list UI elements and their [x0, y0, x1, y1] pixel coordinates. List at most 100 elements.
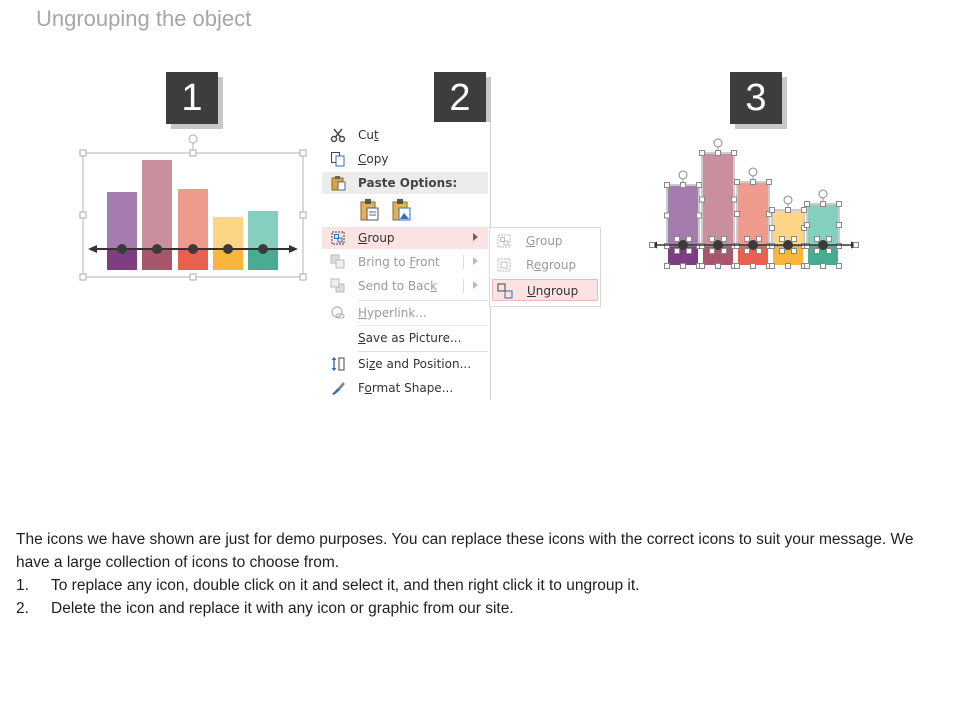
menu-item-cut[interactable]: Cut: [322, 124, 488, 146]
resize-handle: [769, 207, 775, 213]
dot-resize-handle: [791, 248, 797, 254]
rotate-handle: [818, 189, 828, 199]
bar-teal: [248, 211, 278, 270]
menu-item-hyperlink[interactable]: Hyperlink...: [322, 302, 488, 324]
resize-handle: [804, 201, 810, 207]
submenu-item-ungroup-label: Ungroup: [527, 284, 579, 298]
dot-resize-handle: [686, 236, 692, 242]
rotate-handle: [783, 195, 793, 205]
resize-handle: [785, 263, 791, 269]
resize-handle: [734, 243, 740, 249]
resize-handle: [801, 207, 807, 213]
group-submenu: Group Regroup Ungroup: [489, 227, 601, 307]
dot-resize-handle: [756, 248, 762, 254]
step-number-3: 3: [730, 72, 782, 124]
description-intro: The icons we have shown are just for dem…: [16, 531, 914, 571]
menu-item-send-to-back[interactable]: Send to Back: [322, 275, 488, 297]
resize-handles[interactable]: [79, 149, 307, 281]
ungrouped-bar-graphic[interactable]: [0, 0, 960, 300]
line-end-handle: [649, 242, 655, 248]
resize-handle: [804, 222, 810, 228]
resize-handle: [820, 201, 826, 207]
resize-handle: [750, 263, 756, 269]
list-item-number: 2.: [16, 600, 29, 617]
menu-item-size-and-position[interactable]: Size and Position...: [322, 353, 488, 375]
resize-handle: [750, 179, 756, 185]
resize-handle: [699, 263, 705, 269]
group-icon: [331, 231, 345, 245]
menu-separator: [358, 325, 488, 326]
dot-resize-handle: [814, 248, 820, 254]
bar-teal: [808, 205, 838, 245]
scissors-icon: [330, 128, 346, 143]
menu-item-copy[interactable]: Copy: [322, 148, 488, 170]
menu-item-format-shape-label: Format Shape...: [358, 381, 454, 395]
menu-item-format-shape[interactable]: Format Shape...: [322, 377, 488, 399]
resize-handle: [766, 179, 772, 185]
bar-yellow: [213, 217, 243, 270]
menu-separator: [358, 351, 488, 352]
rotate-handle: [748, 167, 758, 177]
dot-resize-handle: [721, 248, 727, 254]
bar-salmon: [738, 183, 768, 245]
resize-handle: [734, 211, 740, 217]
bar-purple: [668, 186, 698, 245]
paste-options-header: Paste Options:: [322, 172, 488, 194]
dot-resize-handle: [826, 236, 832, 242]
dot-resize-handle: [744, 248, 750, 254]
resize-handle: [836, 201, 842, 207]
timeline-dot: [783, 240, 793, 250]
dot-resize-handle: [814, 236, 820, 242]
description-list-item-1: 1. To replace any icon, double click on …: [16, 574, 946, 597]
resize-handle: [664, 263, 670, 269]
timeline-dot: [748, 240, 758, 250]
timeline-arrow: [88, 244, 298, 254]
menu-item-send-to-back-label: Send to Back: [358, 279, 438, 293]
submenu-item-group[interactable]: Group: [492, 230, 598, 252]
paste-option-icons: [356, 198, 416, 224]
resize-handle: [769, 225, 775, 231]
rotate-handle[interactable]: [188, 134, 198, 144]
slide-title: Ungrouping the object: [36, 6, 252, 31]
chevron-right-icon: [473, 281, 478, 289]
list-item-text: Delete the icon and replace it with any …: [51, 600, 514, 617]
submenu-item-regroup[interactable]: Regroup: [492, 254, 598, 276]
size-and-position-icon: [331, 357, 345, 371]
clipboard-icon: [331, 176, 346, 191]
submenu-item-ungroup[interactable]: Ungroup: [492, 279, 598, 301]
paste-as-picture-icon[interactable]: [390, 198, 412, 222]
resize-handle: [836, 243, 842, 249]
menu-item-bring-to-front[interactable]: Bring to Front: [322, 251, 488, 273]
format-shape-icon: [332, 382, 345, 395]
resize-handle: [734, 263, 740, 269]
grouped-bar-graphic[interactable]: [0, 0, 960, 300]
regroup-icon: [497, 258, 511, 272]
dot-resize-handle: [826, 248, 832, 254]
description: The icons we have shown are just for dem…: [16, 528, 946, 620]
resize-handle: [699, 243, 705, 249]
line-end-handle: [853, 242, 859, 248]
menu-item-group-label: Group: [358, 231, 395, 245]
list-item-number: 1.: [16, 577, 29, 594]
step-number-2: 2: [434, 72, 486, 124]
menu-item-group[interactable]: Group: [322, 227, 488, 249]
dot-resize-handle: [756, 236, 762, 242]
menu-item-save-as-picture[interactable]: Save as Picture...: [322, 327, 488, 349]
chevron-right-icon: [473, 257, 478, 265]
resize-handle: [820, 263, 826, 269]
step-number-1: 1: [166, 72, 218, 124]
menu-divider: [463, 255, 464, 269]
group-icon: [497, 234, 511, 248]
resize-handle: [680, 182, 686, 188]
resize-handle: [696, 182, 702, 188]
paste-keep-formatting-icon[interactable]: [358, 198, 380, 222]
bar-mauve: [703, 154, 733, 245]
resize-handle: [715, 150, 721, 156]
dot-resize-handle: [674, 236, 680, 242]
resize-handle: [836, 222, 842, 228]
bring-to-front-icon: [330, 254, 345, 269]
dot-resize-handle: [721, 236, 727, 242]
resize-handle: [699, 150, 705, 156]
ungroup-icon: [497, 283, 513, 299]
paste-options-label: Paste Options:: [358, 176, 458, 190]
